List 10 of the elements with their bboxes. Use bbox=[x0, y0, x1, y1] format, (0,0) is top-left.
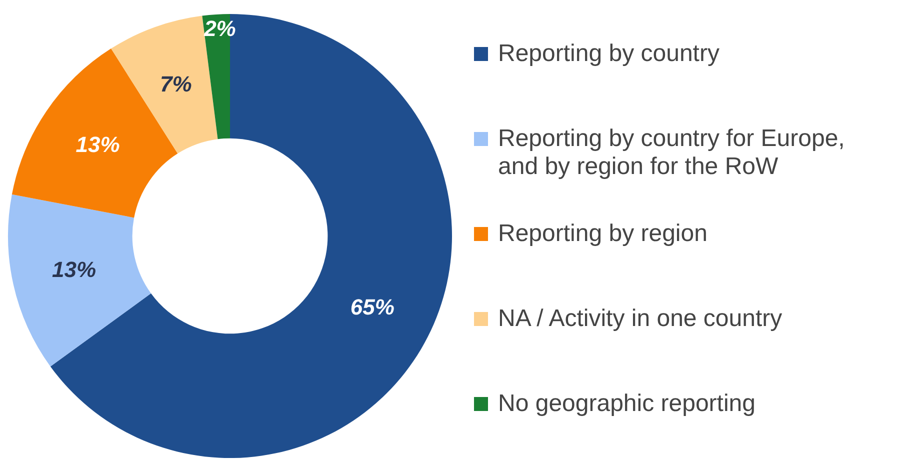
data-label: 13% bbox=[76, 132, 120, 158]
data-label: 7% bbox=[160, 72, 192, 97]
data-label: 13% bbox=[52, 256, 96, 282]
legend-label: NA / Activity in one country bbox=[498, 305, 782, 333]
legend-label: Reporting by country for Europe, and by region for the RoW bbox=[498, 125, 846, 181]
legend-label: Reporting by country bbox=[498, 40, 720, 68]
legend-label: Reporting by region bbox=[498, 220, 708, 248]
data-label: 2% bbox=[203, 16, 236, 42]
data-label: 65% bbox=[350, 294, 394, 320]
legend-label: No geographic reporting bbox=[498, 390, 756, 418]
